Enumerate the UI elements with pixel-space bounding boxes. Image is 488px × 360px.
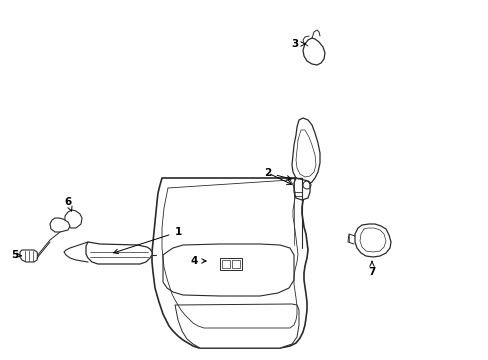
Text: 3: 3 bbox=[291, 39, 305, 49]
Polygon shape bbox=[222, 260, 229, 268]
Polygon shape bbox=[86, 242, 152, 264]
Polygon shape bbox=[293, 178, 309, 200]
Polygon shape bbox=[354, 224, 390, 257]
Polygon shape bbox=[291, 118, 319, 184]
Polygon shape bbox=[303, 38, 325, 65]
Text: 7: 7 bbox=[367, 261, 375, 277]
Text: 5: 5 bbox=[11, 250, 21, 260]
Polygon shape bbox=[175, 304, 298, 348]
Polygon shape bbox=[65, 210, 82, 228]
Polygon shape bbox=[50, 218, 70, 232]
Polygon shape bbox=[152, 178, 307, 348]
Polygon shape bbox=[231, 260, 240, 268]
Text: 2: 2 bbox=[264, 168, 291, 180]
Polygon shape bbox=[20, 250, 38, 262]
Text: 4: 4 bbox=[190, 256, 206, 266]
Polygon shape bbox=[220, 258, 242, 270]
Text: 6: 6 bbox=[64, 197, 72, 211]
Polygon shape bbox=[163, 244, 293, 296]
Text: 1: 1 bbox=[113, 227, 181, 253]
